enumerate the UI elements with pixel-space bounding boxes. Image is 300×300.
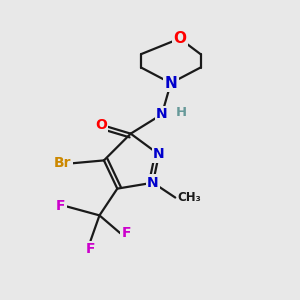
Text: F: F <box>122 226 131 240</box>
Text: O: O <box>173 31 186 46</box>
Text: F: F <box>86 242 95 256</box>
Text: N: N <box>153 148 165 161</box>
Text: F: F <box>56 200 65 214</box>
Text: N: N <box>164 76 177 91</box>
Text: N: N <box>147 176 159 190</box>
Text: Br: Br <box>54 156 71 170</box>
Text: N: N <box>156 107 168 121</box>
Text: CH₃: CH₃ <box>178 191 201 204</box>
Text: H: H <box>175 106 186 119</box>
Text: O: O <box>95 118 107 132</box>
